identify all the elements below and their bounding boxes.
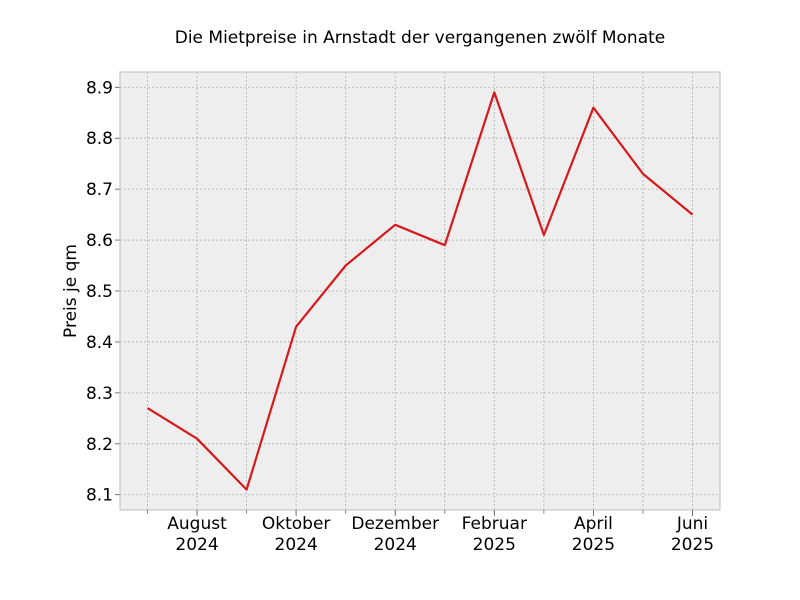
y-tick-label: 8.8 bbox=[86, 129, 113, 149]
y-tick-label: 8.9 bbox=[86, 78, 113, 98]
ticks: 8.1 8.2 8.3 8.4 8.5 8.6 8.7 8.8 8.9 August 2024 Okt… bbox=[86, 78, 714, 555]
y-tick-label: 8.2 bbox=[86, 435, 113, 455]
x-tick-label: August 2024 bbox=[167, 514, 227, 555]
x-tick-label: Oktober 2024 bbox=[262, 514, 331, 555]
series-line bbox=[146, 91, 694, 491]
y-tick-label: 8.5 bbox=[86, 282, 113, 302]
grid bbox=[120, 72, 720, 510]
x-tick-label: Juni 2025 bbox=[671, 514, 714, 555]
y-axis-label: Preis je qm bbox=[61, 244, 81, 338]
y-tick-label: 8.1 bbox=[86, 486, 113, 506]
y-tick-label: 8.4 bbox=[86, 333, 113, 353]
x-tick-label: Dezember 2024 bbox=[351, 514, 439, 555]
y-tick-label: 8.3 bbox=[86, 384, 113, 404]
x-tick-label: April 2025 bbox=[572, 514, 615, 555]
plot-frame bbox=[119, 71, 721, 511]
x-tick-label: Februar 2025 bbox=[462, 514, 527, 555]
y-tick-label: 8.6 bbox=[86, 231, 113, 251]
chart-title: Die Mietpreise in Arnstadt der vergangen… bbox=[175, 28, 666, 48]
series bbox=[146, 91, 694, 491]
y-tick-label: 8.7 bbox=[86, 180, 113, 200]
